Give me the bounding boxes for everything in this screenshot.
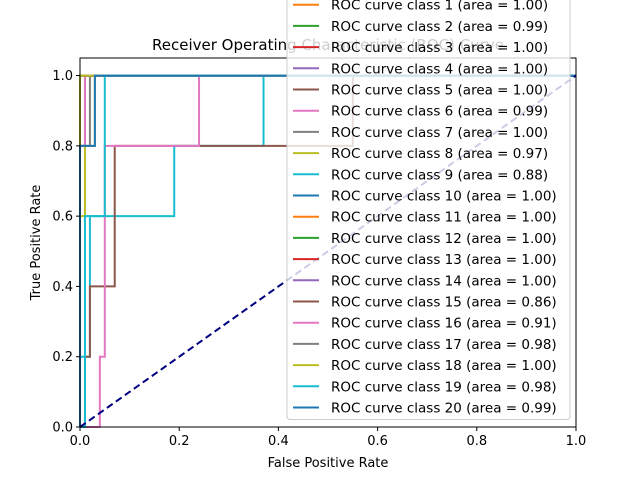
ticks-layer: 0.0 0.2 0.4 0.6 0.8 1.0 0.0 0.2 0.4 0.6 0.8 1.0 xyxy=(52,69,586,449)
legend-label: ROC curve class 3 (area = 1.00) xyxy=(331,40,548,56)
legend-label: ROC curve class 5 (area = 1.00) xyxy=(331,83,548,99)
legend-label: ROC curve class 19 (area = 0.98) xyxy=(331,379,557,395)
legend-label: ROC curve class 16 (area = 0.91) xyxy=(331,316,557,332)
legend-label: ROC curve class 7 (area = 1.00) xyxy=(331,125,548,141)
x-tick-label: 0.0 xyxy=(70,434,91,449)
y-tick-label: 0.6 xyxy=(52,210,73,225)
roc-curve-class-16 xyxy=(80,74,576,428)
legend-label: ROC curve class 11 (area = 1.00) xyxy=(331,210,557,226)
x-tick-label: 0.4 xyxy=(268,434,289,449)
legend-label: ROC curve class 20 (area = 0.99) xyxy=(331,401,557,417)
legend-label: ROC curve class 14 (area = 1.00) xyxy=(331,273,557,289)
legend-label: ROC curve class 1 (area = 1.00) xyxy=(331,0,548,14)
legend-label: ROC curve class 17 (area = 0.98) xyxy=(331,337,557,353)
legend-label: ROC curve class 2 (area = 0.99) xyxy=(331,19,548,35)
legend-label: ROC curve class 6 (area = 0.99) xyxy=(331,104,548,120)
roc-curve-class-9 xyxy=(79,74,576,427)
legend-label: ROC curve class 15 (area = 0.86) xyxy=(331,295,557,311)
x-axis-label: False Positive Rate xyxy=(268,456,389,471)
legend-label: ROC curve class 4 (area = 1.00) xyxy=(331,61,548,77)
y-tick-label: 1.0 xyxy=(52,69,73,84)
y-tick-label: 0.4 xyxy=(52,280,73,295)
x-tick-label: 0.2 xyxy=(169,434,190,449)
legend-label: ROC curve class 9 (area = 0.88) xyxy=(331,167,548,183)
legend-box xyxy=(286,0,571,420)
x-tick-label: 0.6 xyxy=(367,434,388,449)
legend-label: ROC curve class 12 (area = 1.00) xyxy=(331,231,557,247)
x-tick-label: 1.0 xyxy=(566,434,587,449)
legend: ROC curve class 1 (area = 1.00) ROC curve… xyxy=(286,0,571,420)
legend-label: ROC curve class 10 (area = 1.00) xyxy=(331,189,557,205)
y-tick-label: 0.2 xyxy=(52,350,73,365)
y-tick-label: 0.0 xyxy=(52,421,73,436)
legend-label: ROC curve class 13 (area = 1.00) xyxy=(331,252,557,268)
x-tick-label: 0.8 xyxy=(466,434,487,449)
y-tick-label: 0.8 xyxy=(52,139,73,154)
legend-label: ROC curve class 8 (area = 0.97) xyxy=(331,146,548,162)
legend-label: ROC curve class 18 (area = 1.00) xyxy=(331,358,557,374)
y-axis-label: True Positive Rate xyxy=(29,185,44,302)
